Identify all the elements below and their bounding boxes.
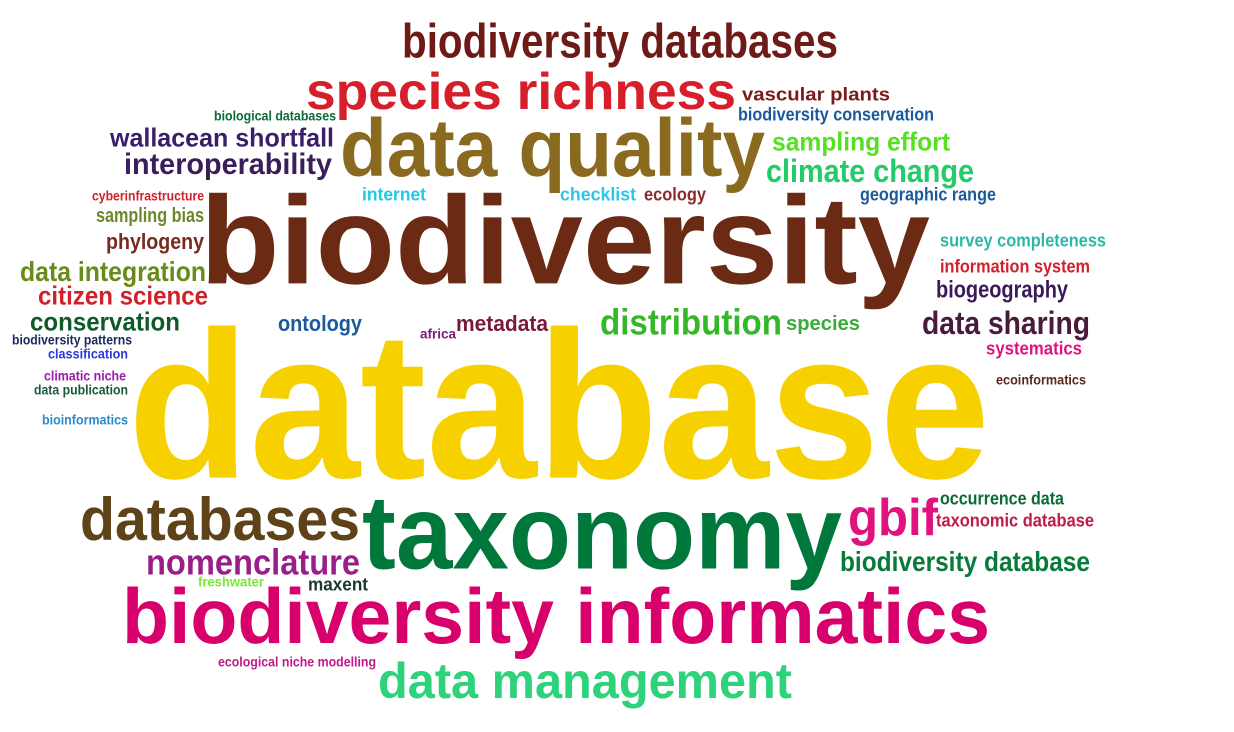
word-data-management: data management xyxy=(378,652,792,709)
word-geographic-range: geographic range xyxy=(860,185,996,205)
word-nomenclature: nomenclature xyxy=(146,541,360,583)
word-metadata: metadata xyxy=(456,312,548,337)
word-database: database xyxy=(128,287,990,523)
word-systematics: systematics xyxy=(986,339,1082,359)
word-biodiversity-database: biodiversity database xyxy=(840,546,1090,578)
word-data-quality: data quality xyxy=(340,102,765,194)
word-sampling-effort: sampling effort xyxy=(772,128,950,157)
word-ontology: ontology xyxy=(278,312,362,337)
word-biodiversity-databases: biodiversity databases xyxy=(402,14,838,68)
word-gbif: gbif xyxy=(848,488,938,547)
word-biogeography: biogeography xyxy=(936,276,1068,304)
word-checklist: checklist xyxy=(560,185,636,205)
word-internet: internet xyxy=(362,185,426,205)
word-maxent: maxent xyxy=(308,575,368,595)
word-ecological-niche-modelling: ecological niche modelling xyxy=(218,655,376,671)
word-interoperability: interoperability xyxy=(124,148,332,182)
word-data-integration: data integration xyxy=(20,256,206,288)
word-africa: africa xyxy=(420,327,456,343)
word-classification: classification xyxy=(48,347,128,363)
word-biodiversity-informatics: biodiversity informatics xyxy=(122,572,990,661)
word-databases: databases xyxy=(80,486,360,554)
word-freshwater: freshwater xyxy=(198,575,264,591)
word-taxonomy: taxonomy xyxy=(362,473,842,591)
word-phylogeny: phylogeny xyxy=(106,230,204,255)
word-citizen-science: citizen science xyxy=(38,282,208,311)
word-vascular-plants: vascular plants xyxy=(742,85,890,105)
word-bioinformatics: bioinformatics xyxy=(42,413,128,429)
word-climatic-niche: climatic niche xyxy=(44,369,126,385)
word-data-sharing: data sharing xyxy=(922,305,1090,342)
word-survey-completeness: survey completeness xyxy=(940,231,1106,251)
word-data-publication: data publication xyxy=(34,383,128,399)
word-ecology: ecology xyxy=(644,185,706,205)
word-species-richness: species richness xyxy=(306,62,736,121)
word-biodiversity-patterns: biodiversity patterns xyxy=(12,333,132,349)
word-biodiversity: biodiversity xyxy=(200,169,930,311)
word-cyberinfrastructure: cyberinfrastructure xyxy=(92,189,204,205)
word-distribution: distribution xyxy=(600,301,782,343)
word-information-system: information system xyxy=(940,257,1090,277)
word-taxonomic-database: taxonomic database xyxy=(936,511,1094,531)
word-ecoinformatics: ecoinformatics xyxy=(996,373,1086,389)
word-wallacean-shortfall: wallacean shortfall xyxy=(110,124,334,153)
word-conservation: conservation xyxy=(30,308,180,337)
word-biological-databases: biological databases xyxy=(214,109,336,125)
word-climate-change: climate change xyxy=(766,153,974,190)
word-biodiversity-conservation: biodiversity conservation xyxy=(738,105,934,125)
word-occurrence-data: occurrence data xyxy=(940,489,1064,509)
word-sampling-bias: sampling bias xyxy=(96,204,204,227)
word-species: species xyxy=(786,312,860,335)
